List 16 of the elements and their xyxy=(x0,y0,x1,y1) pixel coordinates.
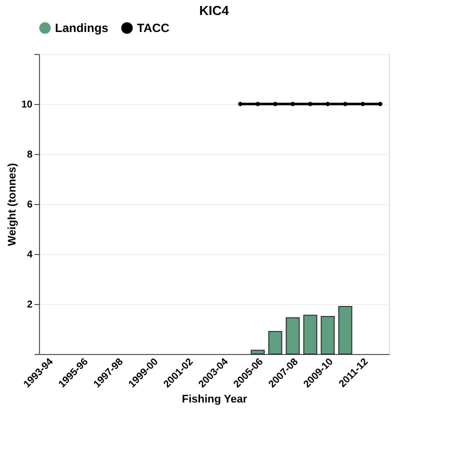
y-tick-label: 8 xyxy=(26,150,33,160)
y-tick-label: 6 xyxy=(26,200,33,210)
chart-title: KIC4 xyxy=(199,3,230,18)
y-tick-label: 4 xyxy=(26,250,33,260)
bar xyxy=(303,314,318,354)
legend-label: TACC xyxy=(137,21,170,35)
y-axis-title: Weight (tonnes) xyxy=(6,162,18,246)
bar xyxy=(286,317,300,354)
y-tick-label: 2 xyxy=(26,300,33,310)
bar xyxy=(268,331,282,354)
y-tick-label: 10 xyxy=(21,100,33,110)
x-axis-title: Fishing Year xyxy=(182,394,248,406)
bar xyxy=(338,306,352,354)
bar xyxy=(320,316,335,354)
legend-label: Landings xyxy=(55,21,109,35)
bar xyxy=(250,350,265,354)
